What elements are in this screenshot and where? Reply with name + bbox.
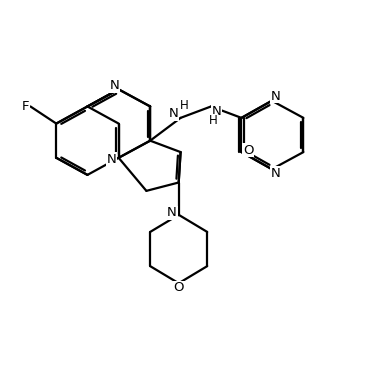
Text: N: N	[212, 104, 222, 118]
Text: N: N	[167, 207, 177, 219]
Text: O: O	[173, 281, 184, 294]
Text: F: F	[22, 100, 29, 113]
Text: N: N	[169, 107, 178, 120]
Text: N: N	[110, 79, 120, 92]
Text: N: N	[271, 90, 281, 103]
Text: H: H	[208, 114, 217, 127]
Text: N: N	[271, 167, 281, 180]
Text: N: N	[107, 153, 117, 166]
Text: H: H	[180, 99, 189, 112]
Text: O: O	[243, 144, 254, 157]
